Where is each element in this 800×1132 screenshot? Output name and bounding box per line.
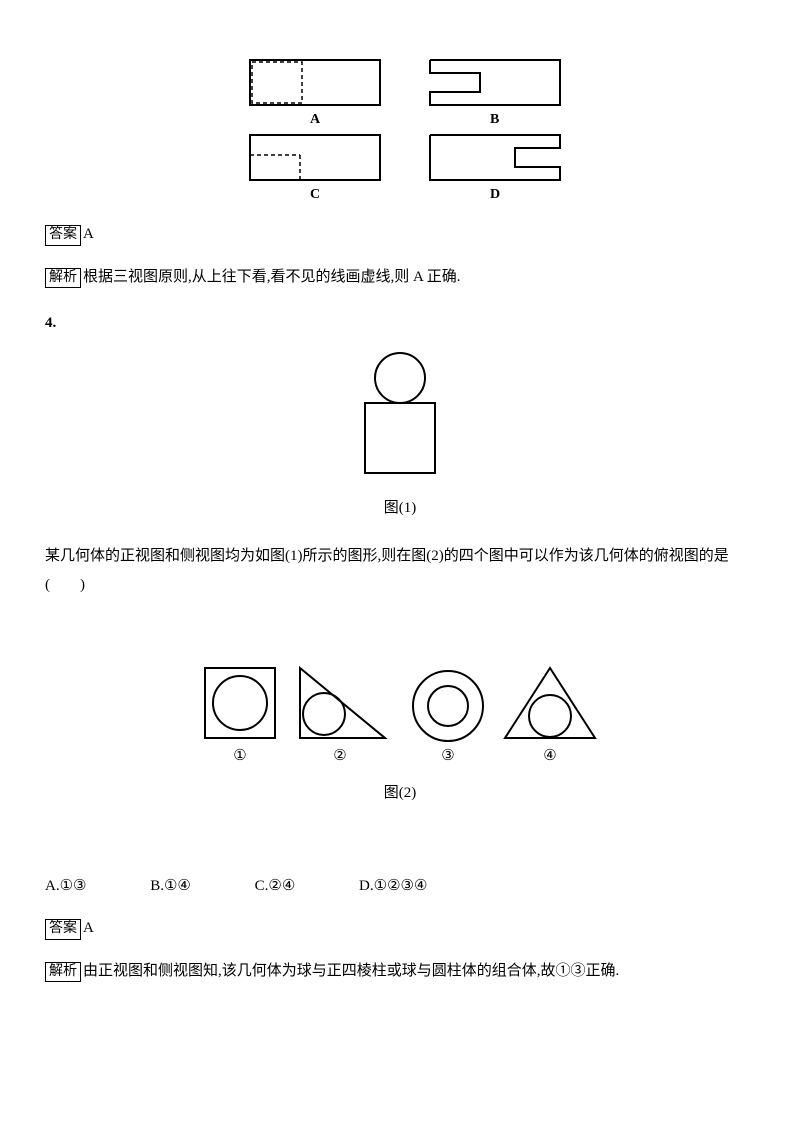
label-D: D [490, 187, 500, 200]
fig2-label-3: ③ [441, 748, 454, 764]
option-A[interactable]: A.①③ [45, 872, 86, 901]
figure-1-caption: 图(1) [45, 494, 755, 523]
label-B: B [490, 112, 499, 127]
label-C: C [310, 187, 320, 200]
explain4-line: 解析由正视图和侧视图知,该几何体为球与正四棱柱或球与圆柱体的组合体,故①③正确. [45, 957, 755, 986]
answer4-value: A [83, 920, 94, 936]
answer3-line: 答案A [45, 220, 755, 249]
figure-1: 图(1) [45, 348, 755, 523]
option-B[interactable]: B.①④ [150, 872, 191, 901]
question4-number: 4. [45, 309, 755, 338]
explain3-line: 解析根据三视图原则,从上往下看,看不见的线画虚线,则 A 正确. [45, 263, 755, 292]
answer-label: 答案 [45, 919, 81, 940]
answer-label: 答案 [45, 225, 81, 246]
answer4-line: 答案A [45, 914, 755, 943]
explain-label: 解析 [45, 268, 81, 289]
option-D[interactable]: D.①②③④ [359, 872, 427, 901]
label-A: A [310, 112, 321, 127]
fig2-label-2: ② [333, 748, 346, 764]
figure-2: ① ② ③ ④ 图(2) [45, 663, 755, 808]
explain4-text: 由正视图和侧视图知,该几何体为球与正四棱柱或球与圆柱体的组合体,故①③正确. [83, 963, 619, 979]
option-C[interactable]: C.②④ [255, 872, 296, 901]
question4-text: 某几何体的正视图和侧视图均为如图(1)所示的图形,则在图(2)的四个图中可以作为… [45, 542, 755, 599]
figure-1-svg [340, 348, 460, 488]
explain3-text: 根据三视图原则,从上往下看,看不见的线画虚线,则 A 正确. [83, 269, 461, 285]
explain-label: 解析 [45, 962, 81, 983]
answer3-value: A [83, 226, 94, 242]
question4-options: A.①③ B.①④ C.②④ D.①②③④ [45, 872, 755, 901]
fig2-label-1: ① [233, 748, 246, 764]
fig2-label-4: ④ [543, 748, 556, 764]
abcd-options-svg: A B C D [220, 50, 580, 200]
question3-options-figure: A B C D [45, 50, 755, 200]
figure-2-caption: 图(2) [45, 779, 755, 808]
figure-2-svg: ① ② ③ ④ [185, 663, 615, 773]
